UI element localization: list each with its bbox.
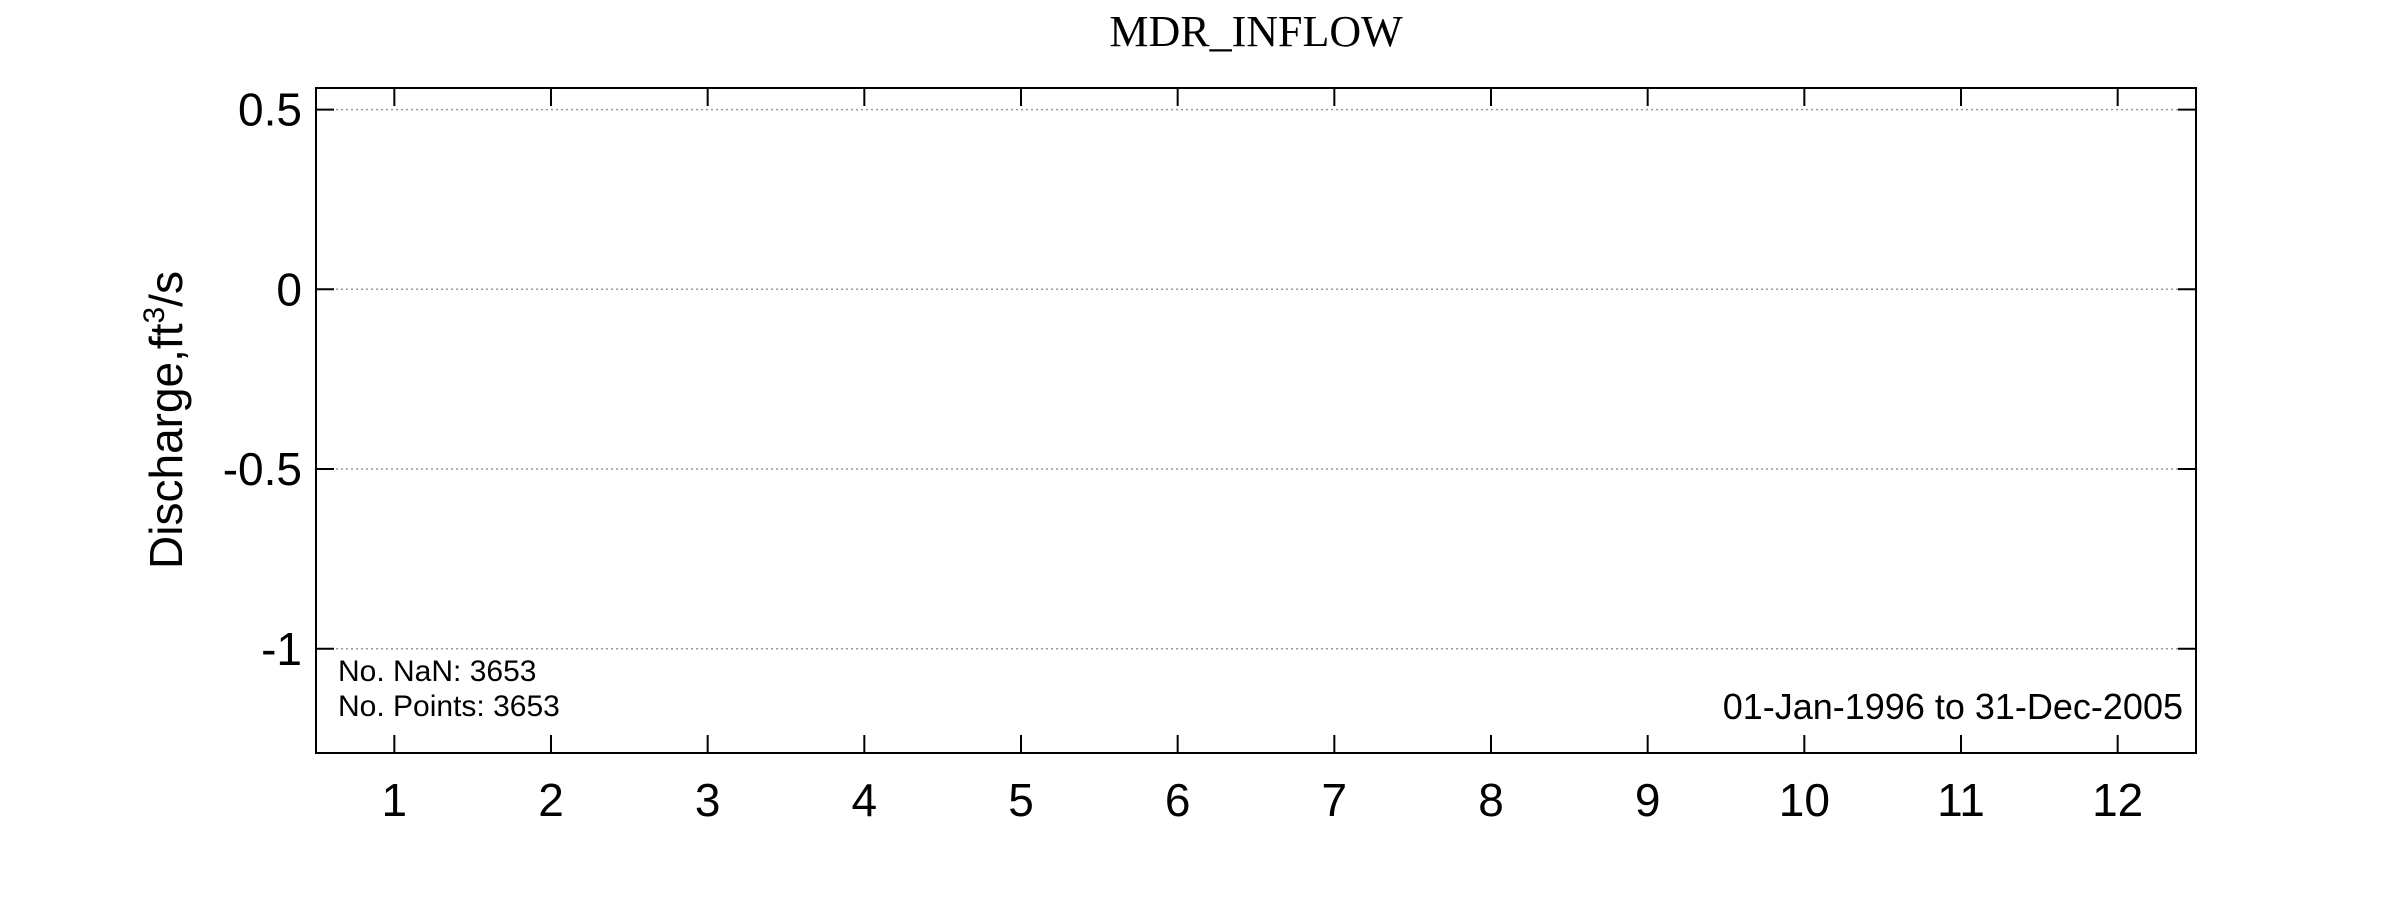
x-tick-label: 4 (852, 774, 878, 826)
x-tick-label: 5 (1008, 774, 1034, 826)
chart-title: MDR_INFLOW (1109, 7, 1403, 56)
y-tick-label: 0 (276, 263, 302, 315)
y-axis-label-suffix: /s (140, 271, 192, 307)
y-tick-label: -0.5 (223, 443, 302, 495)
plot-area: 0.50-0.5-1 1 2 3 4 5 6 7 8 9 10 11 12 (223, 84, 2197, 826)
x-tick-label: 3 (695, 774, 721, 826)
x-tick-label: 9 (1635, 774, 1661, 826)
y-axis-label: Discharge,ft3/s (138, 271, 192, 569)
nan-count-annotation: No. NaN: 3653 (338, 655, 536, 688)
x-tick-label: 7 (1322, 774, 1348, 826)
x-tick-label: 11 (1937, 774, 1985, 826)
y-axis-label-main: Discharge,ft (140, 323, 192, 569)
gridlines (316, 108, 2196, 650)
y-tick-label: 0.5 (238, 84, 302, 136)
x-axis: 1 2 3 4 5 6 7 8 9 10 11 12 (382, 88, 2143, 826)
x-tick-label: 6 (1165, 774, 1191, 826)
x-tick-label: 10 (1779, 774, 1830, 826)
x-tick-label: 12 (2092, 774, 2143, 826)
y-axis: 0.5 0 -0.5 -1 (223, 84, 2196, 675)
point-count-annotation: No. Points: 3653 (338, 690, 560, 723)
y-axis-label-superscript: 3 (138, 307, 171, 324)
x-tick-label: 2 (538, 774, 564, 826)
date-range-annotation: 01-Jan-1996 to 31-Dec-2005 (1723, 686, 2183, 727)
y-tick-label: -1 (261, 623, 302, 675)
axes-box (315, 87, 2197, 754)
x-tick-label: 8 (1478, 774, 1504, 826)
x-tick-label: 1 (382, 774, 408, 826)
